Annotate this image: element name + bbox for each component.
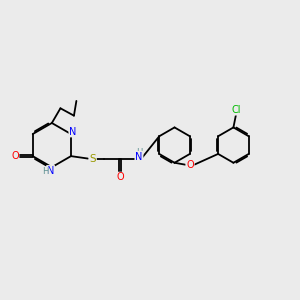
Text: N: N xyxy=(135,152,142,162)
Text: N: N xyxy=(47,166,54,176)
Text: Cl: Cl xyxy=(232,105,241,115)
Text: H: H xyxy=(42,167,48,176)
Text: O: O xyxy=(186,160,194,170)
Text: O: O xyxy=(116,172,124,182)
Text: S: S xyxy=(89,154,96,164)
Text: H: H xyxy=(136,148,142,157)
Text: O: O xyxy=(11,151,19,161)
Text: N: N xyxy=(69,127,76,136)
